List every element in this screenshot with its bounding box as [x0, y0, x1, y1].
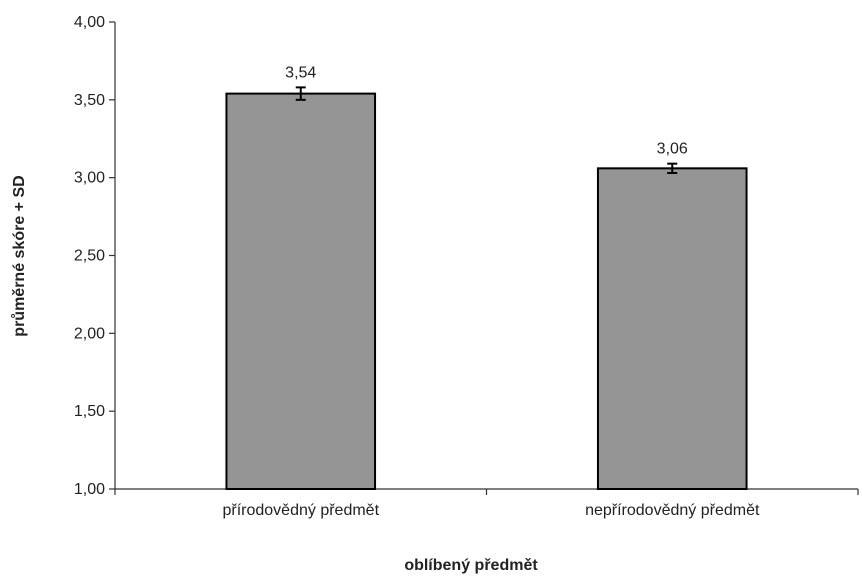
bars: 3,54 3,06	[225, 64, 748, 491]
y-axis-title: průměrné skóre + SD	[11, 175, 28, 336]
bar	[596, 167, 748, 490]
data-label: 3,54	[285, 64, 316, 81]
x-category-label: nepřírodovědný předmět	[585, 502, 760, 519]
y-tick-label: 4,00	[74, 14, 105, 31]
y-tick-label: 2,50	[74, 248, 105, 265]
x-category-label: přírodovědný předmět	[222, 502, 379, 519]
data-label: 3,06	[657, 141, 688, 158]
bar	[225, 92, 377, 491]
y-axis: 1,00 1,50 2,00 2,50 3,00 3,50 4,00	[74, 14, 116, 498]
y-tick-label: 2,00	[74, 325, 105, 342]
x-axis-title: oblíbený předmět	[404, 557, 538, 574]
y-tick-label: 1,50	[74, 403, 105, 420]
y-tick-label: 1,00	[74, 481, 105, 498]
x-axis: přírodovědný předmět nepřírodovědný předm…	[114, 488, 859, 519]
y-tick-label: 3,50	[74, 92, 105, 109]
y-tick-label: 3,00	[74, 170, 105, 187]
